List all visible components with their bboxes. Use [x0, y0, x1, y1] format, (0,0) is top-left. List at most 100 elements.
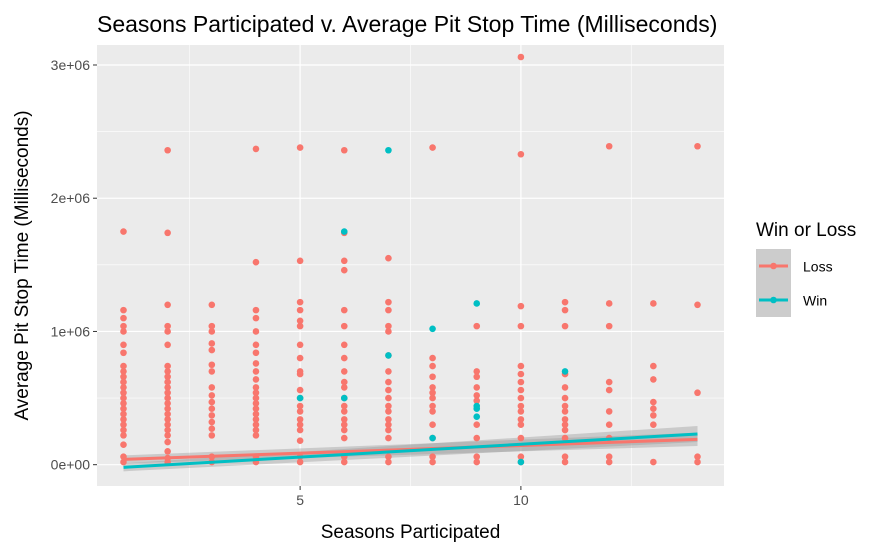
point-win — [296, 394, 304, 402]
point-loss — [252, 349, 260, 357]
point-loss — [208, 361, 216, 369]
point-loss — [561, 453, 569, 460]
point-loss — [208, 340, 216, 347]
point-loss — [252, 426, 260, 434]
point-loss — [164, 432, 171, 439]
point-loss — [561, 408, 569, 415]
point-loss — [120, 322, 127, 330]
point-loss — [385, 408, 392, 415]
data-points — [120, 53, 701, 466]
point-loss — [517, 378, 525, 386]
point-loss — [694, 301, 701, 309]
point-loss — [252, 405, 260, 413]
point-loss — [164, 373, 171, 381]
point-loss — [385, 378, 392, 386]
point-loss — [208, 346, 216, 354]
point-loss — [605, 142, 613, 150]
point-loss — [164, 378, 171, 386]
point-loss — [385, 386, 392, 394]
point-loss — [296, 416, 304, 423]
point-loss — [429, 394, 436, 402]
point-loss — [296, 402, 304, 410]
point-loss — [385, 394, 392, 402]
point-loss — [296, 144, 304, 151]
point-loss — [252, 400, 260, 407]
point-loss — [650, 405, 657, 413]
point-win — [517, 458, 525, 466]
point-loss — [340, 458, 348, 466]
point-loss — [473, 434, 481, 442]
point-loss — [340, 416, 348, 423]
point-loss — [340, 402, 348, 410]
legend-label-loss: Loss — [803, 259, 833, 275]
x-tick-label: 10 — [513, 492, 529, 508]
point-loss — [208, 432, 216, 439]
point-loss — [650, 376, 657, 383]
point-loss — [385, 458, 392, 466]
point-loss — [385, 421, 392, 429]
point-loss — [252, 306, 260, 314]
point-loss — [517, 402, 525, 410]
point-loss — [340, 306, 348, 314]
point-loss — [296, 408, 304, 415]
point-loss — [517, 370, 525, 378]
point-loss — [429, 384, 436, 391]
point-loss — [385, 328, 392, 335]
point-loss — [473, 458, 481, 466]
point-loss — [385, 434, 392, 442]
point-loss — [429, 453, 436, 460]
point-loss — [164, 394, 171, 402]
point-loss — [120, 441, 127, 448]
point-loss — [605, 386, 613, 394]
point-loss — [517, 150, 525, 158]
point-loss — [252, 368, 260, 375]
legend-item-win: Win — [756, 283, 827, 317]
point-loss — [164, 146, 171, 154]
point-loss — [429, 408, 436, 415]
point-loss — [208, 425, 216, 433]
point-loss — [208, 301, 216, 309]
point-loss — [252, 432, 260, 439]
point-loss — [296, 341, 304, 349]
y-tick-label: 2e+06 — [51, 190, 91, 206]
point-loss — [120, 410, 127, 418]
point-loss — [296, 354, 304, 362]
point-loss — [164, 438, 171, 446]
point-loss — [252, 384, 260, 391]
point-loss — [120, 394, 127, 402]
point-loss — [208, 322, 216, 330]
point-loss — [252, 421, 260, 429]
point-loss — [694, 142, 701, 150]
point-loss — [164, 341, 171, 349]
point-loss — [252, 376, 260, 383]
point-win — [385, 352, 392, 359]
point-loss — [120, 426, 127, 434]
point-loss — [164, 322, 171, 330]
point-win — [561, 368, 569, 375]
point-loss — [473, 384, 481, 391]
point-loss — [340, 408, 348, 415]
point-loss — [429, 402, 436, 410]
x-tick-label: 5 — [296, 492, 304, 508]
point-loss — [429, 389, 436, 397]
y-axis-ticks: 0e+00 1e+06 2e+06 3e+06 — [51, 57, 97, 473]
point-loss — [473, 453, 481, 460]
point-loss — [164, 301, 171, 309]
point-win — [473, 402, 481, 410]
point-loss — [120, 341, 127, 349]
point-loss — [473, 392, 481, 399]
point-loss — [385, 298, 392, 306]
point-loss — [650, 412, 657, 419]
point-loss — [252, 389, 260, 397]
point-loss — [473, 397, 481, 405]
point-loss — [252, 258, 260, 266]
legend-title: Win or Loss — [756, 220, 856, 241]
point-loss — [208, 328, 216, 335]
point-loss — [296, 257, 304, 265]
point-win — [385, 146, 392, 154]
point-loss — [517, 453, 525, 460]
point-loss — [517, 386, 525, 394]
point-loss — [517, 416, 525, 423]
y-tick-label: 3e+06 — [51, 57, 91, 73]
